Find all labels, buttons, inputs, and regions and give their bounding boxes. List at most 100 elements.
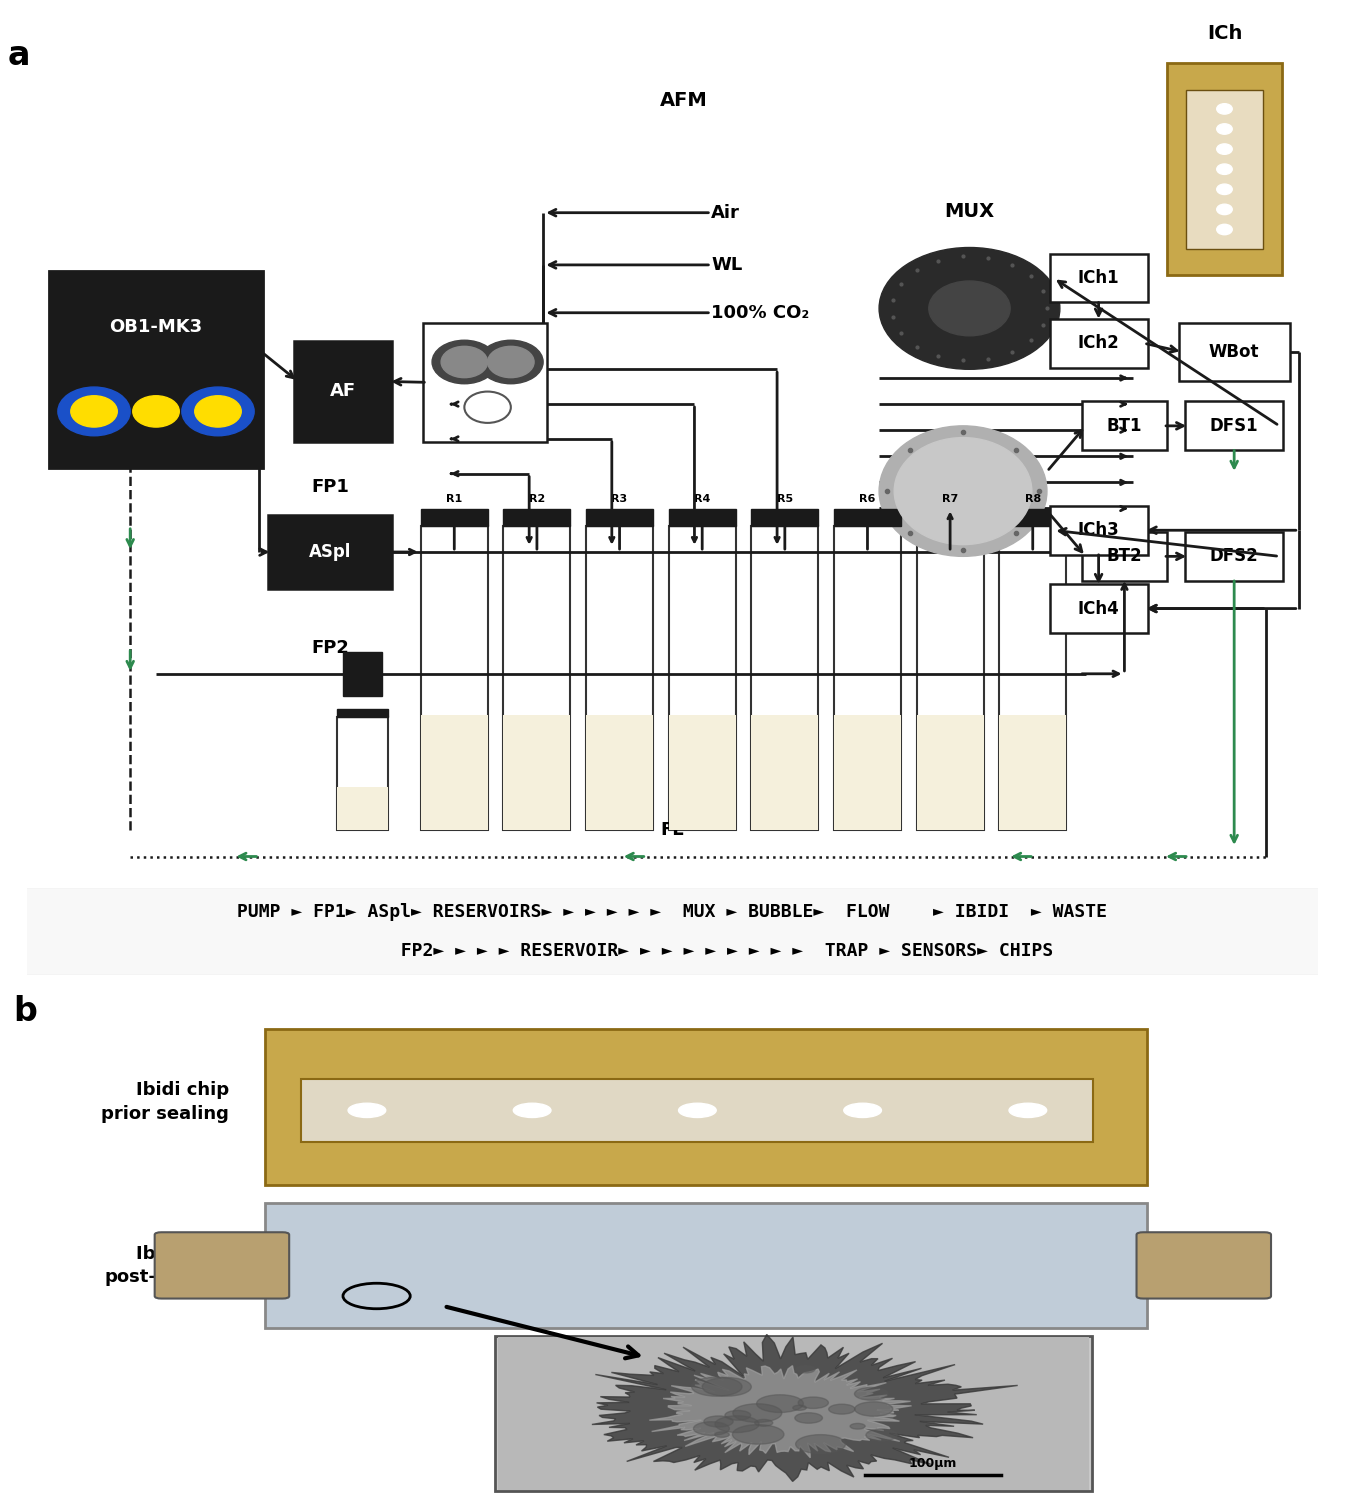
Circle shape	[71, 396, 117, 427]
FancyBboxPatch shape	[1049, 254, 1147, 303]
Bar	[421, 526, 488, 831]
Text: ICh1: ICh1	[1077, 268, 1119, 286]
Text: BT1: BT1	[1107, 417, 1142, 435]
Text: b: b	[13, 994, 38, 1028]
Text: 100μm: 100μm	[908, 1458, 956, 1470]
Bar	[834, 509, 901, 526]
Bar	[336, 788, 389, 831]
Text: WBot: WBot	[1209, 344, 1259, 362]
FancyBboxPatch shape	[1167, 63, 1282, 276]
Text: Air: Air	[712, 204, 740, 222]
Text: R6: R6	[859, 494, 876, 504]
Circle shape	[829, 1404, 855, 1414]
Ellipse shape	[880, 426, 1046, 556]
Text: 100% CO₂: 100% CO₂	[712, 303, 810, 322]
Text: R2: R2	[529, 494, 545, 504]
FancyBboxPatch shape	[269, 514, 393, 590]
Text: R8: R8	[1025, 494, 1041, 504]
Text: R4: R4	[694, 494, 710, 504]
Circle shape	[854, 1402, 893, 1416]
Circle shape	[854, 1388, 888, 1400]
Circle shape	[1217, 124, 1232, 134]
Bar	[586, 526, 654, 831]
Bar	[668, 526, 736, 831]
FancyBboxPatch shape	[495, 1336, 1092, 1491]
Bar	[752, 526, 818, 831]
Text: a: a	[8, 39, 30, 72]
FancyBboxPatch shape	[155, 1233, 289, 1299]
Bar	[586, 509, 654, 526]
FancyBboxPatch shape	[13, 886, 1332, 977]
Bar	[336, 717, 389, 831]
Circle shape	[850, 1424, 865, 1430]
FancyBboxPatch shape	[1081, 402, 1167, 450]
Circle shape	[694, 1422, 729, 1436]
Bar	[343, 652, 382, 696]
Polygon shape	[592, 1335, 1018, 1482]
Bar	[421, 714, 488, 831]
Circle shape	[133, 396, 179, 427]
Circle shape	[1217, 204, 1232, 214]
Text: PUMP ► FP1► ASpl► RESERVOIRS► ► ► ► ► ►  MUX ► BUBBLE►  FLOW    ► IBIDI  ► WASTE: PUMP ► FP1► ASpl► RESERVOIRS► ► ► ► ► ► …	[238, 903, 1107, 921]
Circle shape	[866, 1430, 897, 1442]
Circle shape	[514, 1102, 551, 1118]
FancyBboxPatch shape	[1185, 402, 1283, 450]
FancyBboxPatch shape	[1049, 506, 1147, 555]
Circle shape	[795, 1413, 822, 1424]
Bar	[752, 509, 818, 526]
Bar	[916, 509, 983, 526]
FancyBboxPatch shape	[1185, 532, 1283, 580]
FancyBboxPatch shape	[1049, 320, 1147, 368]
Bar	[668, 509, 736, 526]
FancyBboxPatch shape	[1049, 584, 1147, 633]
Circle shape	[733, 1425, 784, 1444]
Circle shape	[725, 1410, 751, 1420]
Bar	[1186, 90, 1263, 249]
Text: ASpl: ASpl	[309, 543, 351, 561]
Text: Ibidi chip
prior sealing: Ibidi chip prior sealing	[101, 1082, 229, 1124]
Circle shape	[678, 1102, 717, 1118]
Bar	[336, 708, 389, 717]
Text: R5: R5	[777, 494, 794, 504]
Bar	[503, 526, 570, 831]
Text: ICh4: ICh4	[1077, 600, 1119, 618]
Ellipse shape	[894, 438, 1032, 544]
Text: MUX: MUX	[944, 202, 994, 222]
Circle shape	[714, 1432, 729, 1437]
Bar	[668, 714, 736, 831]
Circle shape	[1217, 144, 1232, 154]
Bar	[834, 526, 901, 831]
Bar	[999, 526, 1067, 831]
Circle shape	[796, 1434, 846, 1454]
Circle shape	[929, 280, 1010, 336]
FancyBboxPatch shape	[265, 1203, 1147, 1328]
Text: FP2: FP2	[311, 639, 348, 657]
Text: WL: WL	[712, 256, 742, 274]
Circle shape	[1217, 184, 1232, 195]
Circle shape	[182, 387, 254, 436]
Circle shape	[488, 346, 534, 378]
Circle shape	[691, 1377, 742, 1396]
Circle shape	[348, 1102, 386, 1118]
Circle shape	[843, 1102, 881, 1118]
Bar	[916, 526, 983, 831]
Text: BT2: BT2	[1107, 548, 1142, 566]
Bar	[834, 714, 901, 831]
FancyBboxPatch shape	[48, 272, 264, 468]
Text: FP1: FP1	[311, 477, 348, 495]
Circle shape	[195, 396, 241, 427]
Circle shape	[143, 402, 169, 420]
Text: R1: R1	[447, 494, 463, 504]
FancyBboxPatch shape	[301, 1078, 1093, 1142]
Circle shape	[733, 1404, 781, 1422]
FancyBboxPatch shape	[295, 340, 393, 441]
Text: Ibidi chip
post-sealing: Ibidi chip post-sealing	[104, 1245, 229, 1286]
Text: FL: FL	[660, 821, 685, 839]
Bar	[999, 509, 1067, 526]
Circle shape	[792, 1406, 807, 1410]
Circle shape	[1217, 164, 1232, 174]
Bar	[503, 714, 570, 831]
Circle shape	[1217, 104, 1232, 114]
Text: AF: AF	[330, 382, 356, 400]
Text: DFS2: DFS2	[1209, 548, 1259, 566]
